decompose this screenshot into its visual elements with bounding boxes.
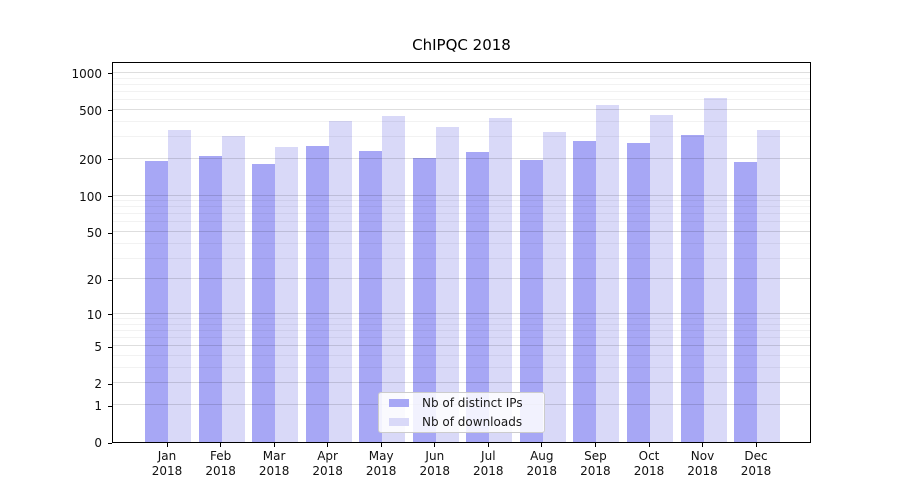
- chart-title: ChIPQC 2018: [412, 36, 511, 54]
- x-tick-label: Jun 2018: [419, 449, 451, 478]
- y-tick-label: 20: [86, 273, 102, 288]
- y-tick: [108, 405, 112, 407]
- x-tick: [220, 443, 222, 447]
- y-tick-label: 2: [94, 377, 102, 392]
- y-tick-label: 0: [94, 436, 102, 450]
- bar-downloads-aug: [542, 131, 566, 442]
- x-tick-label: Apr 2018: [312, 449, 343, 478]
- x-tick-label: Aug 2018: [526, 449, 558, 478]
- y-tick-label: 50: [86, 226, 102, 240]
- bar-distinct-ips-jun: [412, 157, 436, 442]
- x-tick-label: Jul 2018: [473, 449, 504, 478]
- y-tick-label: 1000: [71, 66, 102, 81]
- bar-downloads-sep: [596, 104, 620, 442]
- minor-gridline: [113, 91, 810, 92]
- y-tick-label: 100: [79, 189, 102, 204]
- x-tick: [648, 443, 650, 447]
- x-tick: [166, 443, 168, 447]
- x-tick: [487, 443, 489, 447]
- x-tick-label: Mar 2018: [258, 449, 290, 478]
- y-tick: [108, 232, 112, 234]
- bar-downloads-jul: [489, 118, 513, 442]
- bar-distinct-ips-aug: [519, 160, 543, 442]
- legend-swatch-downloads-icon: [389, 417, 409, 426]
- bar-distinct-ips-nov: [680, 134, 704, 442]
- y-tick: [108, 442, 112, 444]
- bar-distinct-ips-sep: [573, 141, 597, 442]
- legend: Nb of distinct IPs Nb of downloads: [378, 392, 545, 433]
- bar-downloads-dec: [757, 129, 781, 442]
- x-tick: [380, 443, 382, 447]
- minor-gridline: [113, 83, 810, 85]
- x-tick-label: Oct 2018: [633, 449, 665, 478]
- x-tick: [273, 443, 275, 447]
- x-tick: [594, 443, 596, 447]
- bar-downloads-jan: [168, 130, 191, 442]
- bar-distinct-ips-dec: [734, 162, 758, 442]
- y-tick-label: 5: [94, 340, 102, 355]
- x-tick: [755, 443, 757, 447]
- plot-area: [112, 62, 811, 443]
- y-tick: [108, 279, 112, 281]
- y-tick-label: 1: [94, 399, 102, 413]
- y-tick: [108, 383, 112, 385]
- y-tick: [108, 73, 112, 75]
- bar-distinct-ips-may: [359, 150, 383, 442]
- y-tick-label: 200: [79, 152, 102, 167]
- bar-downloads-jun: [435, 127, 459, 442]
- x-tick: [327, 443, 329, 447]
- legend-label-downloads: Nb of downloads: [422, 414, 523, 429]
- x-tick-label: Jan 2018: [151, 449, 183, 478]
- minor-gridline: [113, 77, 810, 79]
- x-tick: [434, 443, 436, 447]
- bar-distinct-ips-jan: [145, 160, 168, 442]
- major-gridline: [113, 71, 810, 73]
- x-tick-label: Sep 2018: [580, 449, 611, 478]
- y-tick-label: 500: [79, 103, 102, 118]
- y-tick-label: 10: [86, 307, 102, 322]
- legend-item-downloads: Nb of downloads: [389, 415, 534, 430]
- bar-distinct-ips-mar: [252, 164, 276, 442]
- x-tick-label: Feb 2018: [205, 449, 236, 478]
- x-tick-label: Nov 2018: [687, 449, 718, 478]
- bar-downloads-apr: [328, 120, 352, 442]
- x-tick: [702, 443, 703, 447]
- legend-swatch-distinct-ips-icon: [389, 399, 409, 408]
- y-tick: [108, 346, 112, 348]
- y-tick: [108, 110, 112, 112]
- x-tick-label: May 2018: [365, 449, 397, 478]
- x-tick-label: Dec 2018: [740, 449, 772, 478]
- bar-downloads-feb: [221, 136, 245, 442]
- x-tick: [541, 443, 543, 447]
- legend-label-distinct-ips: Nb of distinct IPs: [422, 396, 523, 411]
- bar-distinct-ips-oct: [626, 143, 650, 442]
- bar-distinct-ips-feb: [198, 156, 222, 442]
- y-tick: [108, 196, 112, 197]
- y-tick: [108, 159, 112, 161]
- y-tick: [108, 314, 112, 316]
- bar-downloads-mar: [275, 146, 299, 442]
- bar-distinct-ips-apr: [305, 145, 329, 442]
- bar-downloads-may: [382, 115, 406, 442]
- legend-item-distinct-ips: Nb of distinct IPs: [389, 396, 534, 411]
- bar-distinct-ips-jul: [466, 152, 490, 442]
- bar-downloads-nov: [703, 98, 727, 442]
- bar-downloads-oct: [649, 114, 673, 442]
